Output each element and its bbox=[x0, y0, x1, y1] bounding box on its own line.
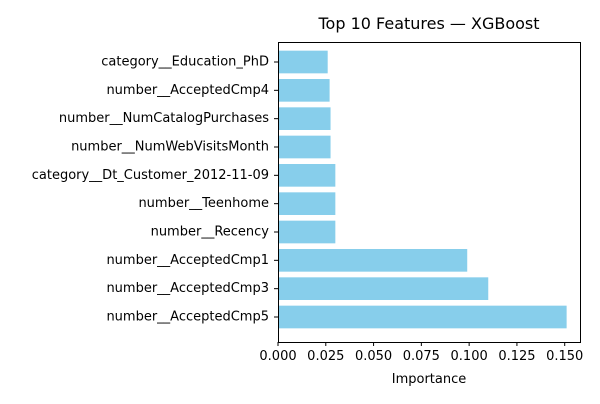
y-tick-label: number__AcceptedCmp5 bbox=[106, 310, 269, 325]
y-tick-label: number__NumCatalogPurchases bbox=[59, 111, 269, 126]
bar-number__AcceptedCmp3 bbox=[278, 277, 489, 300]
x-tick-label: 0.075 bbox=[403, 349, 440, 364]
bar-category__Dt_Customer_2012-11-09 bbox=[278, 164, 336, 187]
y-tick-label: number__AcceptedCmp4 bbox=[106, 83, 269, 98]
bar-number__Recency bbox=[278, 220, 336, 244]
bar-number__NumWebVisitsMonth bbox=[278, 135, 331, 159]
x-tick-label: 0.150 bbox=[546, 349, 583, 364]
bar-number__NumCatalogPurchases bbox=[278, 107, 331, 130]
bar-number__AcceptedCmp1 bbox=[278, 249, 468, 272]
x-tick-label: 0.000 bbox=[259, 349, 296, 364]
bar-category__Education_PhD bbox=[278, 50, 328, 74]
y-tick-label: category__Education_PhD bbox=[101, 55, 269, 70]
y-tick-label: number__Recency bbox=[151, 225, 270, 240]
chart-title: Top 10 Features — XGBoost bbox=[317, 14, 539, 33]
bar-number__AcceptedCmp5 bbox=[278, 305, 567, 329]
y-tick-label: category__Dt_Customer_2012-11-09 bbox=[32, 168, 269, 183]
bar-number__AcceptedCmp4 bbox=[278, 79, 330, 102]
x-axis-label: Importance bbox=[392, 372, 467, 387]
bars-group bbox=[278, 50, 567, 329]
x-axis-ticks: 0.000 0.025 0.050 0.075 0.100 0.125 0.150 bbox=[259, 342, 583, 364]
y-tick-label: number__NumWebVisitsMonth bbox=[71, 140, 269, 155]
x-tick-label: 0.125 bbox=[498, 349, 535, 364]
x-tick-label: 0.100 bbox=[451, 349, 488, 364]
x-tick-label: 0.050 bbox=[355, 349, 392, 364]
plot-frame bbox=[278, 42, 581, 343]
x-tick-label: 0.025 bbox=[307, 349, 344, 364]
y-tick-label: number__AcceptedCmp3 bbox=[106, 281, 269, 296]
y-tick-label: number__Teenhome bbox=[138, 196, 269, 211]
y-axis-tick-labels: category__Education_PhD number__AcceptedC… bbox=[32, 55, 278, 325]
y-tick-label: number__AcceptedCmp1 bbox=[106, 253, 269, 268]
bar-number__Teenhome bbox=[278, 192, 336, 215]
